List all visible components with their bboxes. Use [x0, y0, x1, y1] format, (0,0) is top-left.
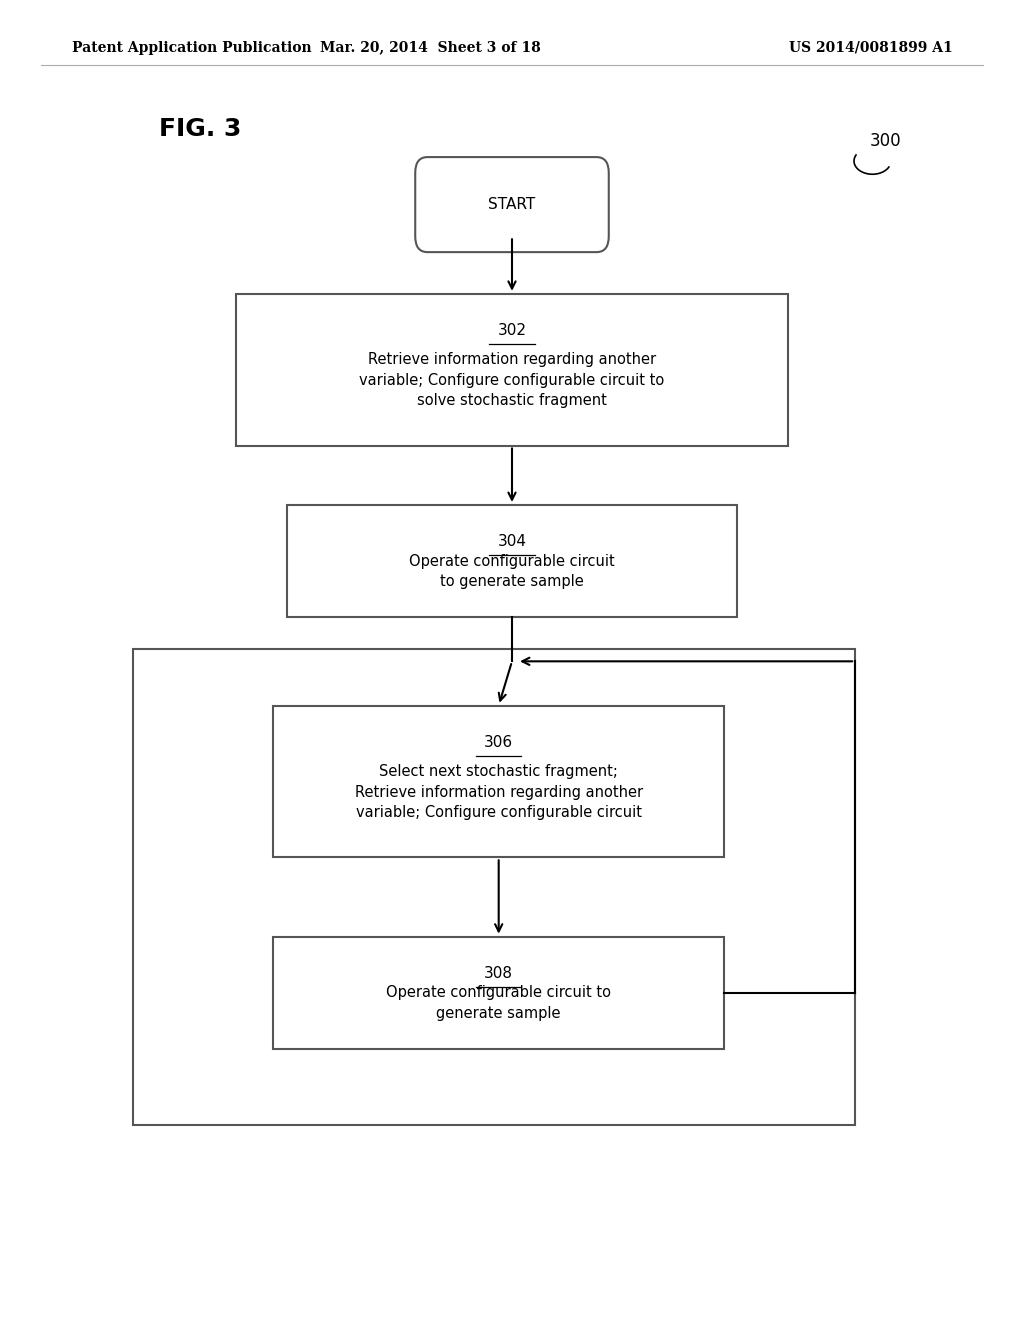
Text: START: START	[488, 197, 536, 213]
Bar	[273, 937, 724, 1048]
Bar	[133, 649, 855, 1125]
Text: Select next stochastic fragment;
Retrieve information regarding another
variable: Select next stochastic fragment; Retriev…	[354, 764, 643, 820]
Text: US 2014/0081899 A1: US 2014/0081899 A1	[788, 41, 952, 54]
Text: Mar. 20, 2014  Sheet 3 of 18: Mar. 20, 2014 Sheet 3 of 18	[319, 41, 541, 54]
Text: 302: 302	[498, 323, 526, 338]
Text: Patent Application Publication: Patent Application Publication	[72, 41, 311, 54]
Text: Operate configurable circuit
to generate sample: Operate configurable circuit to generate…	[410, 554, 614, 589]
Text: 308: 308	[484, 966, 513, 981]
Text: Operate configurable circuit to
generate sample: Operate configurable circuit to generate…	[386, 986, 611, 1020]
Text: 304: 304	[498, 535, 526, 549]
Text: FIG. 3: FIG. 3	[159, 117, 241, 141]
Bar	[287, 506, 737, 618]
Text: Retrieve information regarding another
variable; Configure configurable circuit : Retrieve information regarding another v…	[359, 352, 665, 408]
Text: 306: 306	[484, 735, 513, 750]
Bar	[236, 294, 788, 446]
FancyBboxPatch shape	[416, 157, 608, 252]
Bar	[273, 706, 724, 858]
Text: 300: 300	[870, 132, 901, 150]
